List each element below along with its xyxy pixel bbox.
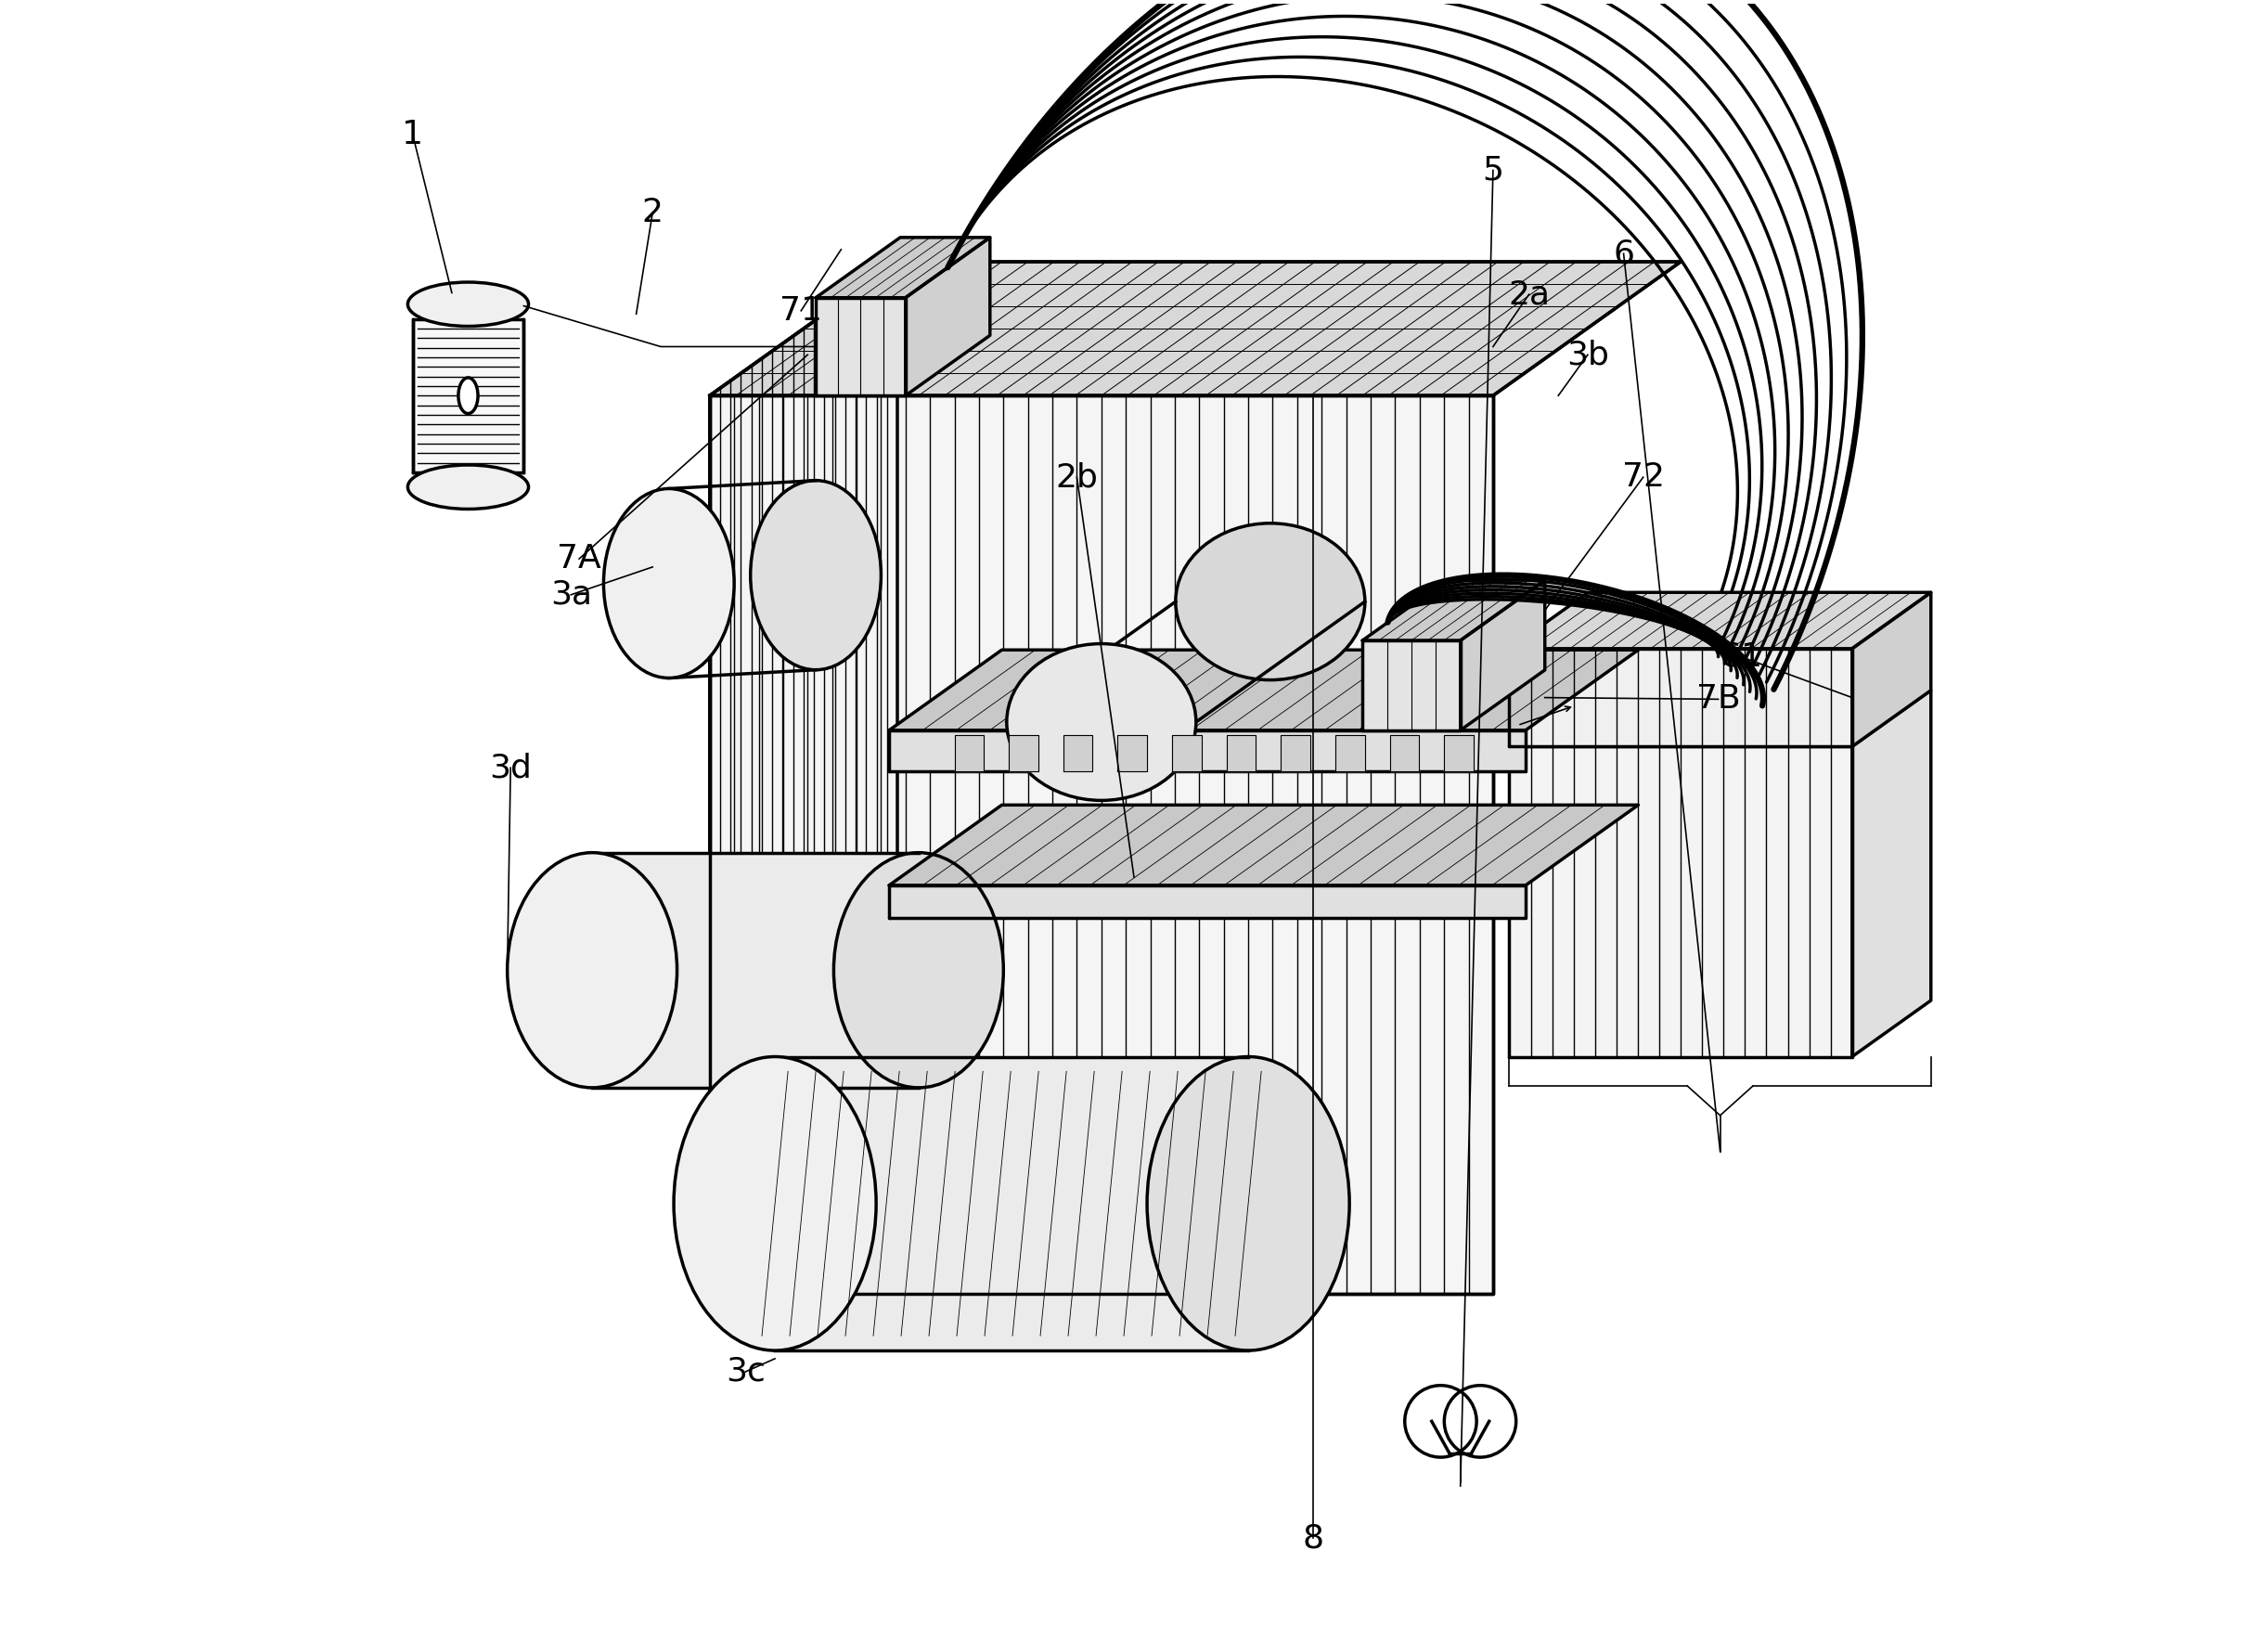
Polygon shape bbox=[1853, 690, 1930, 1056]
Text: 2b: 2b bbox=[1055, 461, 1098, 494]
Text: 7A: 7A bbox=[558, 543, 601, 574]
Text: 5: 5 bbox=[1483, 154, 1504, 185]
Polygon shape bbox=[776, 1056, 1247, 1350]
Text: 61: 61 bbox=[1719, 641, 1762, 672]
Polygon shape bbox=[1510, 746, 1853, 1056]
Text: 3b: 3b bbox=[1567, 339, 1608, 371]
Text: 6: 6 bbox=[1613, 238, 1635, 269]
Polygon shape bbox=[1336, 735, 1365, 771]
Text: 72: 72 bbox=[1622, 461, 1665, 494]
Polygon shape bbox=[1363, 641, 1461, 730]
Circle shape bbox=[1404, 1386, 1476, 1458]
Polygon shape bbox=[905, 238, 989, 395]
Polygon shape bbox=[889, 649, 1637, 730]
Text: 1: 1 bbox=[401, 118, 424, 151]
Polygon shape bbox=[1510, 592, 1930, 648]
Polygon shape bbox=[816, 298, 905, 395]
Polygon shape bbox=[1009, 735, 1039, 771]
Polygon shape bbox=[1064, 735, 1093, 771]
Text: 3d: 3d bbox=[490, 753, 533, 784]
Polygon shape bbox=[592, 853, 919, 1087]
Polygon shape bbox=[1281, 735, 1311, 771]
Ellipse shape bbox=[1148, 1056, 1349, 1350]
Text: 71: 71 bbox=[780, 295, 823, 326]
Ellipse shape bbox=[408, 282, 528, 326]
Polygon shape bbox=[710, 395, 1492, 1294]
Polygon shape bbox=[413, 318, 524, 472]
Polygon shape bbox=[1853, 592, 1930, 746]
Text: 3c: 3c bbox=[726, 1356, 767, 1387]
Polygon shape bbox=[1510, 648, 1853, 746]
Ellipse shape bbox=[603, 489, 735, 677]
Polygon shape bbox=[1227, 735, 1256, 771]
Ellipse shape bbox=[1007, 645, 1195, 800]
Ellipse shape bbox=[508, 853, 678, 1087]
Circle shape bbox=[1445, 1386, 1515, 1458]
Ellipse shape bbox=[458, 377, 479, 413]
Polygon shape bbox=[1431, 1422, 1490, 1453]
Polygon shape bbox=[1390, 735, 1420, 771]
Polygon shape bbox=[889, 886, 1526, 918]
Ellipse shape bbox=[835, 853, 1002, 1087]
Text: 2a: 2a bbox=[1508, 279, 1549, 310]
Polygon shape bbox=[1445, 735, 1474, 771]
Ellipse shape bbox=[674, 1056, 875, 1350]
Polygon shape bbox=[1461, 581, 1545, 730]
Polygon shape bbox=[816, 238, 989, 298]
Polygon shape bbox=[889, 730, 1526, 771]
Text: 7B: 7B bbox=[1696, 684, 1740, 715]
Ellipse shape bbox=[751, 481, 880, 669]
Polygon shape bbox=[889, 805, 1637, 886]
Text: 2: 2 bbox=[642, 197, 662, 228]
Polygon shape bbox=[1363, 581, 1545, 641]
Ellipse shape bbox=[1175, 523, 1365, 681]
Text: 3a: 3a bbox=[551, 579, 592, 610]
Polygon shape bbox=[710, 262, 1681, 395]
Polygon shape bbox=[710, 262, 898, 1294]
Polygon shape bbox=[955, 735, 984, 771]
Polygon shape bbox=[1118, 735, 1148, 771]
Polygon shape bbox=[1173, 735, 1202, 771]
Ellipse shape bbox=[408, 466, 528, 508]
Text: 8: 8 bbox=[1302, 1522, 1325, 1555]
